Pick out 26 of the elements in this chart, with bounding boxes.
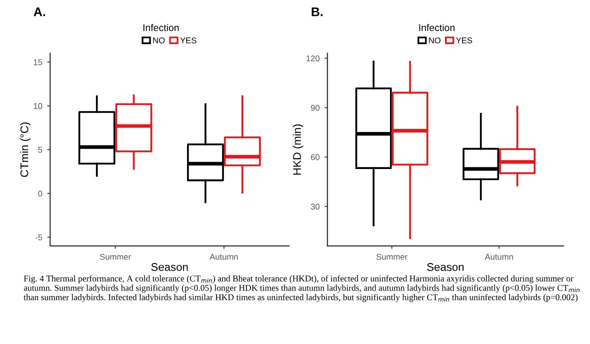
x-axis-title: Season [427,263,464,271]
legend-title: Infection [419,24,454,32]
chart-title: B. [312,7,323,16]
y-tick-label: 120 [306,55,320,62]
chart-title: A. [34,7,46,16]
y-tick-label: 5 [38,146,42,153]
x-tick-label: Autumn [484,254,513,260]
y-tick-label: 90 [310,104,320,111]
legend-title: Infection [143,24,179,32]
y-tick-label: -5 [35,234,42,240]
y-axis-title: CTmin (°C) [20,122,30,177]
x-axis-title: Season [151,263,188,271]
legend-label: YES [180,37,196,44]
y-tick-label: 10 [34,103,42,109]
y-tick-label: 60 [310,154,320,160]
legend-label: NO [429,37,440,44]
y-tick-label: 30 [310,204,320,210]
x-tick-label: Autumn [210,254,238,260]
x-tick-label: Summer [376,254,408,260]
legend-label: NO [153,37,165,44]
y-tick-label: 0 [38,190,42,197]
legend-label: YES [456,37,472,44]
x-tick-label: Summer [100,254,131,260]
text: Fig. 4 Thermal performance, A cold tolerance (CT$_{min}$) and Bheat tolerance (HKDt), of infected or uninfected Harmonia axyridis collected during summer or autumn. Summer ladybirds had significantly (p<0.05) longer HDK times than autumn ladybirds, and autumn ladybirds had significantly (p<0.05) lower CT$_{min}$ than summer ladybirds. Infected ladybirds had similar HKD times as uninfected ladybirds, but significantly higher CT$_{min}$ than uninfected ladybirds (p=0.002) [24,275,580,302]
y-axis-title: HKD (min) [292,124,304,175]
y-tick-label: 15 [34,59,42,66]
